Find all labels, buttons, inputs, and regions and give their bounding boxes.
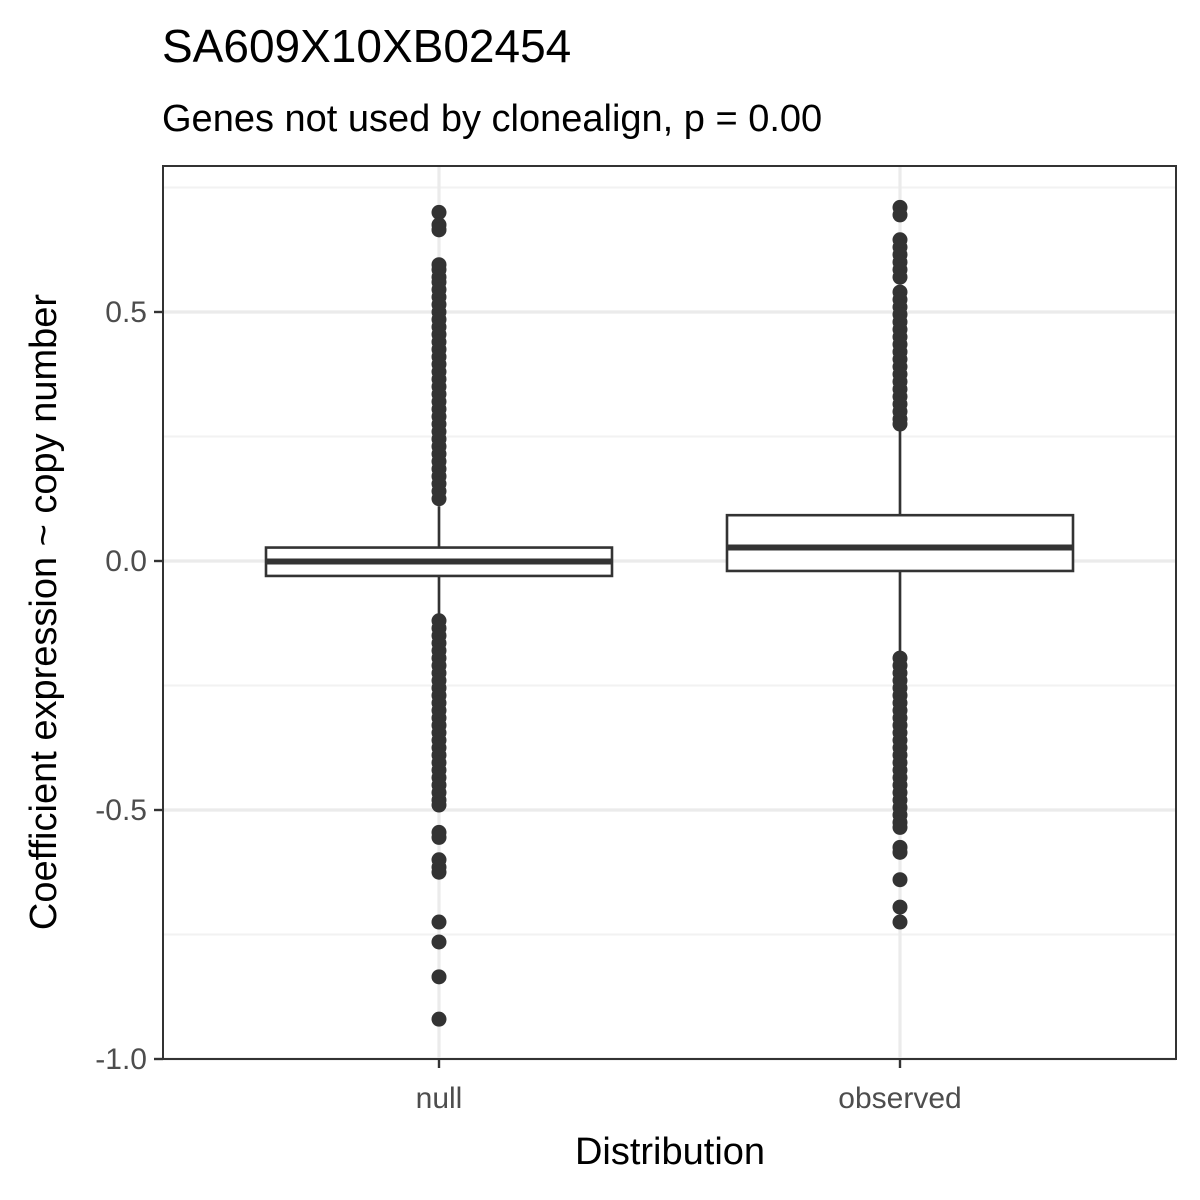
outlier-point xyxy=(892,819,908,835)
outlier-point xyxy=(431,914,447,930)
y-tick-label: 0.5 xyxy=(105,296,147,329)
y-axis-title: Coefficient expression ~ copy number xyxy=(23,294,65,930)
panel-border xyxy=(162,165,1177,1060)
outlier-point xyxy=(892,844,908,860)
outlier-point xyxy=(892,416,908,432)
y-tick-label: 0.0 xyxy=(105,545,147,578)
box-observed xyxy=(725,199,1075,930)
outlier-point xyxy=(431,222,447,238)
outlier-point xyxy=(892,914,908,930)
outlier-point xyxy=(431,969,447,985)
outlier-point xyxy=(431,491,447,507)
y-tick-label: -1.0 xyxy=(95,1043,147,1076)
x-axis-title: Distribution xyxy=(575,1131,765,1173)
outlier-point xyxy=(431,829,447,845)
y-tick-label: -0.5 xyxy=(95,794,147,827)
chart-title: SA609X10XB02454 xyxy=(162,20,571,72)
outlier-point xyxy=(431,1011,447,1027)
outlier-point xyxy=(431,204,447,220)
outlier-point xyxy=(892,269,908,285)
box-iqr xyxy=(725,513,1075,573)
x-tick-label: null xyxy=(416,1082,463,1115)
outlier-point xyxy=(892,872,908,888)
outlier-point xyxy=(431,797,447,813)
plot-area: -1.0 -0.5 0.0 0.5 null observed xyxy=(95,165,1177,1115)
panel-background xyxy=(163,166,1176,1059)
outlier-point xyxy=(892,207,908,223)
chart-subtitle: Genes not used by clonealign, p = 0.00 xyxy=(162,98,822,140)
box-null xyxy=(264,204,614,1027)
outlier-point xyxy=(892,899,908,915)
outlier-point xyxy=(431,864,447,880)
x-tick-label: observed xyxy=(838,1082,961,1115)
outlier-point xyxy=(431,934,447,950)
